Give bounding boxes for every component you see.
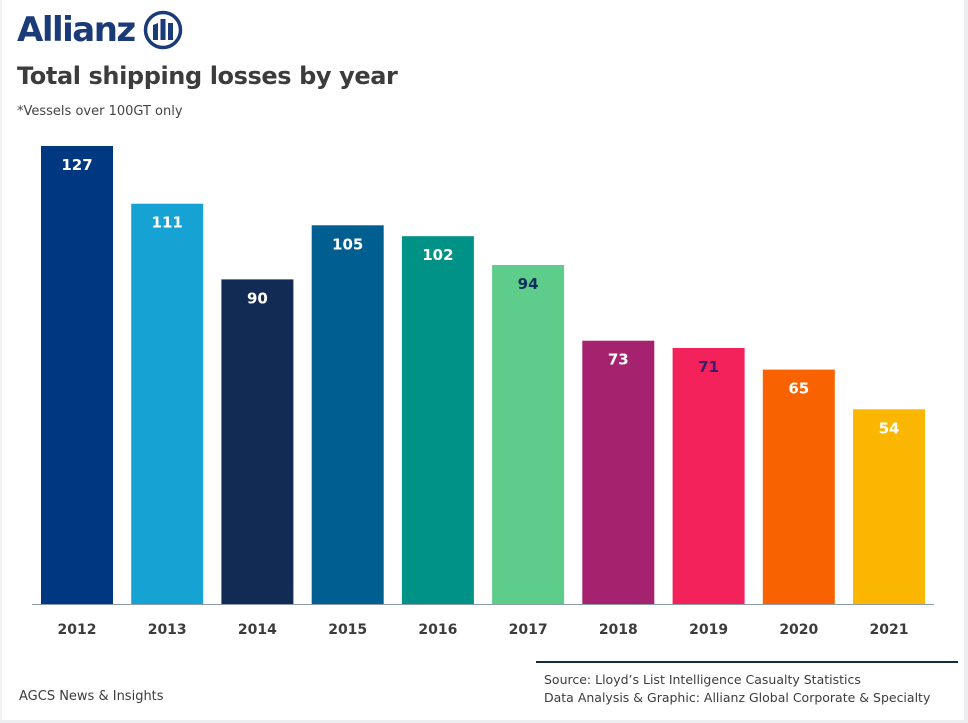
data-label-2018: 73 xyxy=(608,351,629,369)
chart-title: Total shipping losses by year xyxy=(17,62,398,90)
x-tick-label-2020: 2020 xyxy=(779,622,818,638)
source-divider xyxy=(536,661,958,663)
bar-2014 xyxy=(221,279,294,604)
data-label-2020: 65 xyxy=(788,380,809,398)
bars-group: 127 111 90 105 102 94 73 71 65 54 xyxy=(41,146,925,605)
data-label-2013: 111 xyxy=(152,214,183,232)
x-tick-label-2019: 2019 xyxy=(689,622,728,638)
x-tick-label-2013: 2013 xyxy=(148,622,187,638)
brand-wordmark: Allianz xyxy=(17,10,136,50)
bar-2018 xyxy=(582,340,655,604)
bar-2020 xyxy=(762,369,835,604)
frame-left-edge xyxy=(0,0,2,723)
x-tick-label-2012: 2012 xyxy=(58,622,97,638)
x-tick-label-2018: 2018 xyxy=(599,622,638,638)
x-tick-label-2021: 2021 xyxy=(870,622,909,638)
data-label-2014: 90 xyxy=(247,289,268,307)
credit-line: Data Analysis & Graphic: Allianz Global … xyxy=(544,690,931,705)
x-tick-label-2016: 2016 xyxy=(418,622,457,638)
source-line: Source: Lloyd’s List Intelligence Casual… xyxy=(544,672,861,687)
bar-2017 xyxy=(492,265,565,604)
frame-right-edge xyxy=(964,0,968,723)
x-axis-ticks: 2012 2013 2014 2015 2016 2017 2018 2019 2020 2021 xyxy=(58,622,909,638)
chart-subtitle: *Vessels over 100GT only xyxy=(17,104,183,119)
bar-2013 xyxy=(131,203,204,604)
x-tick-label-2015: 2015 xyxy=(328,622,367,638)
source-block: Source: Lloyd’s List Intelligence Casual… xyxy=(544,671,930,707)
bar-2015 xyxy=(311,225,384,605)
x-tick-label-2014: 2014 xyxy=(238,622,277,638)
allianz-eagle-pillars-icon xyxy=(143,10,182,50)
data-label-2017: 94 xyxy=(518,275,539,293)
data-label-2016: 102 xyxy=(422,246,453,264)
bar-2021 xyxy=(853,409,925,604)
brand-header: Allianz xyxy=(17,8,183,52)
data-label-2019: 71 xyxy=(698,358,719,376)
bar-2019 xyxy=(672,348,745,604)
frame-bottom-edge xyxy=(0,720,968,723)
bar-2012 xyxy=(41,146,113,604)
x-tick-label-2017: 2017 xyxy=(509,622,548,638)
publisher-label: AGCS News & Insights xyxy=(19,689,164,704)
data-label-2015: 105 xyxy=(332,235,363,253)
data-label-2012: 127 xyxy=(61,156,92,174)
bar-2016 xyxy=(401,236,474,604)
data-label-2021: 54 xyxy=(879,419,900,437)
